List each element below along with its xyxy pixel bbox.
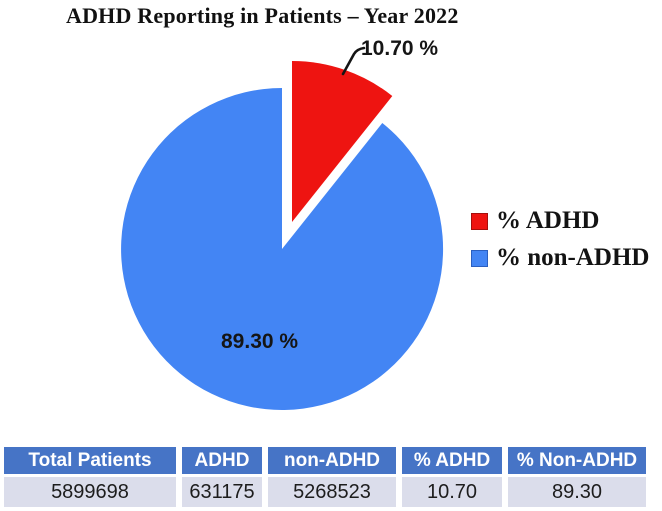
legend-marker-adhd xyxy=(471,212,488,230)
table-cell-pct-non-adhd: 89.30 xyxy=(508,477,646,507)
table-cell-total-patients: 5899698 xyxy=(4,477,176,507)
leader-line xyxy=(341,46,366,76)
table-header-non-adhd: non-ADHD xyxy=(268,447,396,474)
pie-chart xyxy=(121,46,444,411)
legend-marker-non-adhd xyxy=(471,249,488,267)
legend-label-adhd: % ADHD xyxy=(496,207,600,234)
chart-title: ADHD Reporting in Patients – Year 2022 xyxy=(66,3,459,28)
pie-slice-adhd xyxy=(292,60,393,222)
legend-label-non-adhd: % non-ADHD xyxy=(496,244,650,271)
table-header-adhd: ADHD xyxy=(182,447,262,474)
legend: % ADHD % non-ADHD xyxy=(471,206,650,273)
table-header-pct-adhd: % ADHD xyxy=(402,447,502,474)
table-header-row: Total Patients ADHD non-ADHD % ADHD % No… xyxy=(4,447,646,474)
table-row: 5899698 631175 5268523 10.70 89.30 xyxy=(4,477,646,507)
data-table: Total Patients ADHD non-ADHD % ADHD % No… xyxy=(0,444,652,510)
table-header-total-patients: Total Patients xyxy=(4,447,176,474)
legend-item-adhd: % ADHD xyxy=(471,206,650,236)
table-header-pct-non-adhd: % Non-ADHD xyxy=(508,447,646,474)
slice-label-adhd: 10.70 % xyxy=(361,37,439,60)
table-cell-adhd: 631175 xyxy=(182,477,262,507)
slice-label-non-adhd: 89.30 % xyxy=(221,330,299,353)
pie-slice-non-adhd xyxy=(121,88,444,411)
table-cell-non-adhd: 5268523 xyxy=(268,477,396,507)
legend-item-non-adhd: % non-ADHD xyxy=(471,243,650,273)
table-cell-pct-adhd: 10.70 xyxy=(402,477,502,507)
